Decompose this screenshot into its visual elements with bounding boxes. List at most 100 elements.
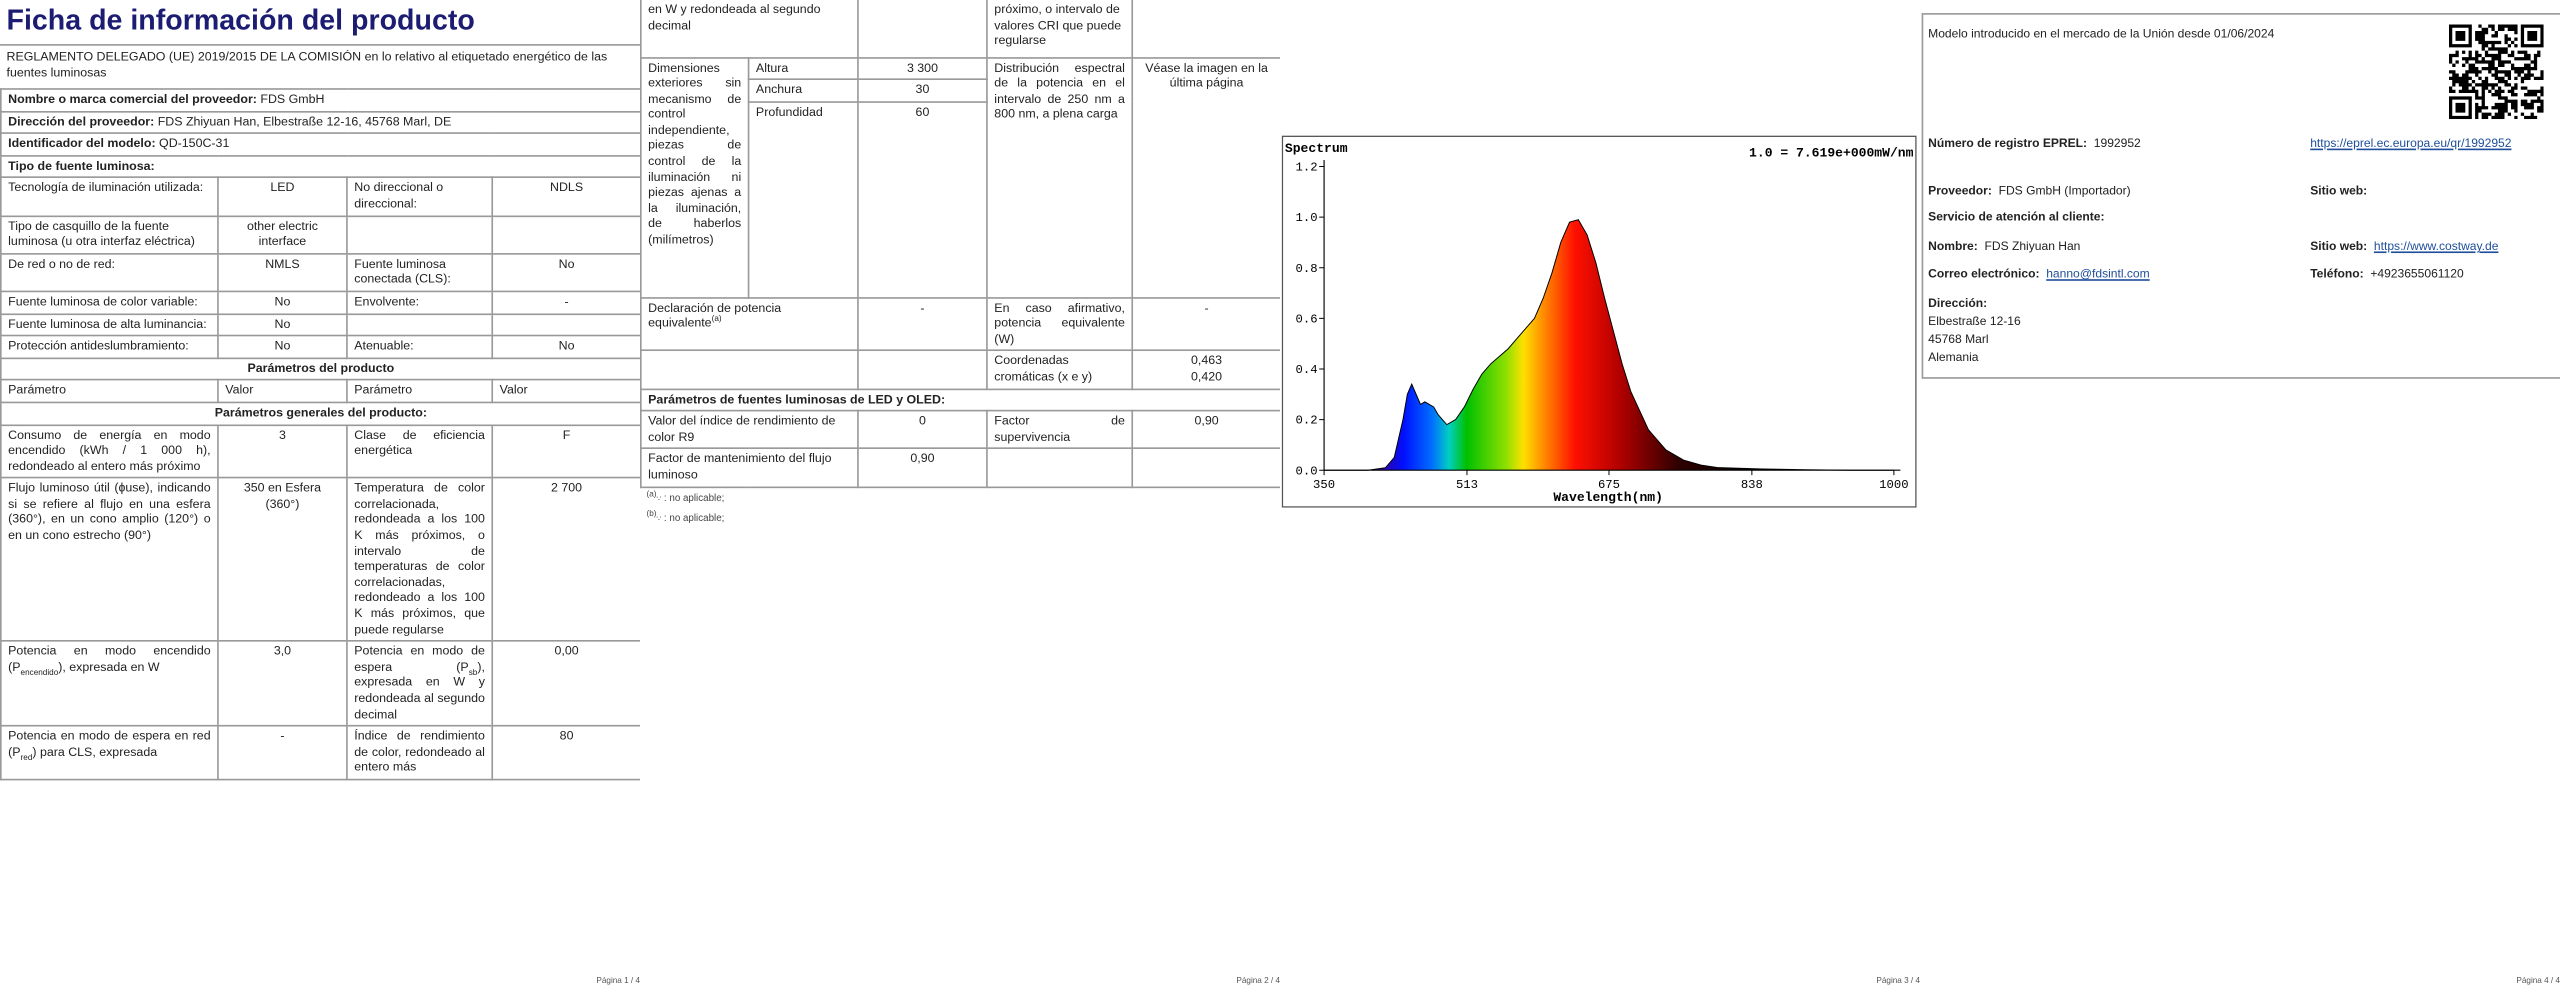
text: Parámetros del producto xyxy=(0,357,640,381)
text: 0,00 xyxy=(491,640,640,727)
text: De red o no de red: xyxy=(0,252,219,293)
text: ), expresada en W y redondeada al segund… xyxy=(354,659,485,721)
y-tick-label: 0.0 xyxy=(1296,464,1318,478)
page-number: Página 1 / 4 xyxy=(596,976,640,987)
cell: Potencia en modo de espera en red (Pred)… xyxy=(0,725,219,781)
text: No xyxy=(217,334,348,359)
y-tick-label: 0.6 xyxy=(1296,312,1318,326)
text: sb xyxy=(468,668,478,679)
cell xyxy=(986,448,1134,488)
text: Factor de mantenimiento del flujo lumino… xyxy=(640,448,859,488)
cell: Nombre o marca comercial del proveedor: … xyxy=(0,88,640,112)
text: Valor del índice de rendimiento de color… xyxy=(640,410,859,450)
text: Potencia en modo encendido (P xyxy=(8,643,211,674)
text: Nombre o marca comercial del proveedor: xyxy=(8,91,257,107)
text: FDS Zhiyuan Han xyxy=(1984,238,2081,254)
y-tick-label: 1.0 xyxy=(1296,211,1318,225)
y-tick-label: 0.8 xyxy=(1296,262,1318,276)
row: Nombre o marca comercial del proveedor: … xyxy=(0,88,640,112)
qr-modules xyxy=(2448,24,2544,120)
market-date: Modelo introducido en el mercado de la U… xyxy=(1928,26,2275,41)
text: FDS Zhiyuan Han, Elbestraße 12-16, 45768… xyxy=(157,113,452,129)
text: - xyxy=(491,290,640,315)
page-2: en W y redondeada al segundo decimal próx… xyxy=(640,0,1280,1001)
text: 3,0 xyxy=(217,640,348,727)
text: Número de registro EPREL: xyxy=(1928,135,2088,151)
text: Tecnología de iluminación utilizada: xyxy=(0,176,219,217)
row: Parámetro Valor Parámetro Valor xyxy=(0,379,640,404)
text: Potencia en modo de espera en red (P xyxy=(8,728,211,759)
text: Potencia en modo de espera (P xyxy=(354,643,485,674)
text: Teléfono: xyxy=(2310,266,2364,281)
text: No xyxy=(217,312,348,337)
text: ) para CLS, expresada xyxy=(32,744,158,759)
text: Atenuable: xyxy=(346,334,494,359)
text: Fuente luminosa de alta luminancia: xyxy=(0,312,219,337)
text: Proveedor: xyxy=(1928,182,1992,198)
page-4: Modelo introducido en el mercado de la U… xyxy=(1920,0,2560,1001)
x-tick-label: 1000 xyxy=(1879,478,1908,492)
text: Sitio web: xyxy=(2310,182,2368,198)
text: Profundidad xyxy=(747,100,859,299)
chart-note: 1.0 = 7.619e+000mW/nm xyxy=(1749,146,1914,161)
note: (a)'-' : no aplicable; xyxy=(647,489,1274,509)
text: Véase la imagen en la última página xyxy=(1131,56,1280,299)
text: : no aplicable; xyxy=(663,494,725,504)
text: (b) xyxy=(646,508,657,519)
row: Fuente luminosa de alta luminancia: No xyxy=(0,312,640,337)
text: Índice de rendimiento de color, redondea… xyxy=(346,725,494,781)
text: Consumo de energía en modo encendido (kW… xyxy=(0,423,219,479)
text: No xyxy=(491,334,640,359)
text: Parámetro xyxy=(0,379,219,404)
text: 3 xyxy=(217,423,348,479)
text: en W y redondeada al segundo decimal xyxy=(640,0,859,58)
cell: Potencia en modo encendido (Pencendido),… xyxy=(0,640,219,727)
text: Protección antideslumbramiento: xyxy=(0,334,219,359)
cell xyxy=(640,350,859,390)
page-number: Página 4 / 4 xyxy=(2516,976,2560,987)
page-number: Página 3 / 4 xyxy=(1876,976,1920,987)
row: Parámetros de fuentes luminosas de LED y… xyxy=(640,388,1280,412)
row: Profundidad 60 xyxy=(641,100,1280,299)
text: Dimensiones exteriores sin mecanismo de … xyxy=(640,56,750,299)
text: Envolvente: xyxy=(346,290,494,315)
text: : no aplicable; xyxy=(663,513,725,524)
cell: Declaración de potencia equivalente(a) xyxy=(640,296,859,352)
text: Parámetro xyxy=(346,379,494,404)
cell xyxy=(346,214,494,255)
info-line: Sitio web: https://www.costway.de xyxy=(2310,238,2498,254)
y-tick-label: 0.4 xyxy=(1296,363,1318,377)
text: No direccional o direccional: xyxy=(346,176,494,217)
x-tick-label: 350 xyxy=(1313,478,1335,492)
text: Valor xyxy=(491,379,640,404)
row: Parámetros generales del producto: xyxy=(0,401,640,426)
row: Protección antideslumbramiento: No Atenuab… xyxy=(0,334,640,359)
text: 0,463 xyxy=(1191,353,1223,369)
cell xyxy=(1131,448,1280,488)
text: QD-150C-31 xyxy=(159,135,230,151)
text: '-' xyxy=(656,494,662,503)
eprel-link[interactable]: https://eprel.ec.europa.eu/qr/1992952 xyxy=(2310,135,2512,151)
text: ), expresada en W xyxy=(58,659,160,674)
text: 60 xyxy=(857,100,988,299)
text: - xyxy=(857,296,988,352)
row: Potencia en modo de espera en red (Pred)… xyxy=(0,725,640,781)
product-table: Nombre o marca comercial del proveedor: … xyxy=(0,88,640,781)
row: Consumo de energía en modo encendido (kW… xyxy=(0,423,640,479)
text: Fuente luminosa de color variable: xyxy=(0,290,219,315)
y-tick-label: 0.2 xyxy=(1296,414,1318,428)
row: Dirección del proveedor: FDS Zhiyuan Han… xyxy=(0,110,640,135)
website-link[interactable]: https://www.costway.de xyxy=(2373,238,2499,254)
text: Anchura xyxy=(747,78,859,103)
text: (a) xyxy=(646,489,657,499)
text: Fuente luminosa conectada (CLS): xyxy=(346,252,494,293)
text: 350 en Esfera (360°) xyxy=(217,477,348,642)
text: Servicio de atención al cliente: xyxy=(1928,208,2105,224)
email-link[interactable]: hanno@fdsintl.com xyxy=(2046,266,2150,281)
row: Dimensiones exteriores sin mecanismo de … xyxy=(640,56,1280,299)
text: 3 300 xyxy=(857,56,988,81)
page-1: Ficha de información del producto REGLAM… xyxy=(0,0,640,1001)
notes: (a)'-' : no aplicable; (b) '-' : no aplic… xyxy=(640,488,1280,530)
text: NMLS xyxy=(217,252,348,293)
